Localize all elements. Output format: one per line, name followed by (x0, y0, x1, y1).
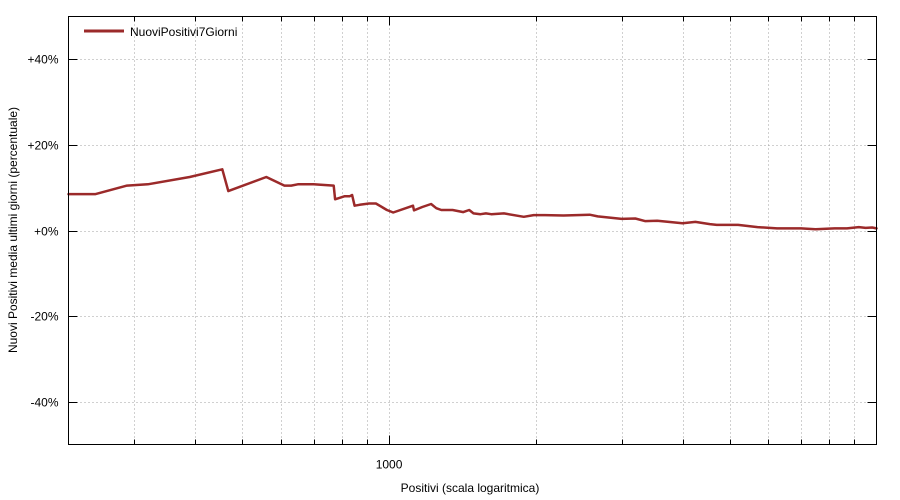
legend: NuoviPositivi7Giorni (84, 25, 237, 39)
y-tick-label: +20% (27, 139, 58, 153)
y-tick-label: +0% (34, 225, 59, 239)
legend-label: NuoviPositivi7Giorni (130, 25, 237, 39)
tick-marks (68, 16, 877, 445)
y-tick-label: -20% (30, 310, 58, 324)
x-axis-label: Positivi (scala logaritmica) (401, 481, 540, 495)
y-tick-label: +40% (27, 53, 58, 67)
grid (68, 16, 877, 445)
series-line-nuovipositivi7giorni (67, 168, 878, 231)
plot-frame (68, 16, 877, 445)
tick-labels: 1000 +40% +20% +0% -20% -40% (27, 53, 402, 472)
x-tick-label: 1000 (376, 458, 403, 472)
y-axis-label: Nuovi Positivi media ultimi giorni (perc… (6, 107, 20, 353)
series-group (67, 168, 878, 231)
y-tick-label: -40% (30, 396, 58, 410)
